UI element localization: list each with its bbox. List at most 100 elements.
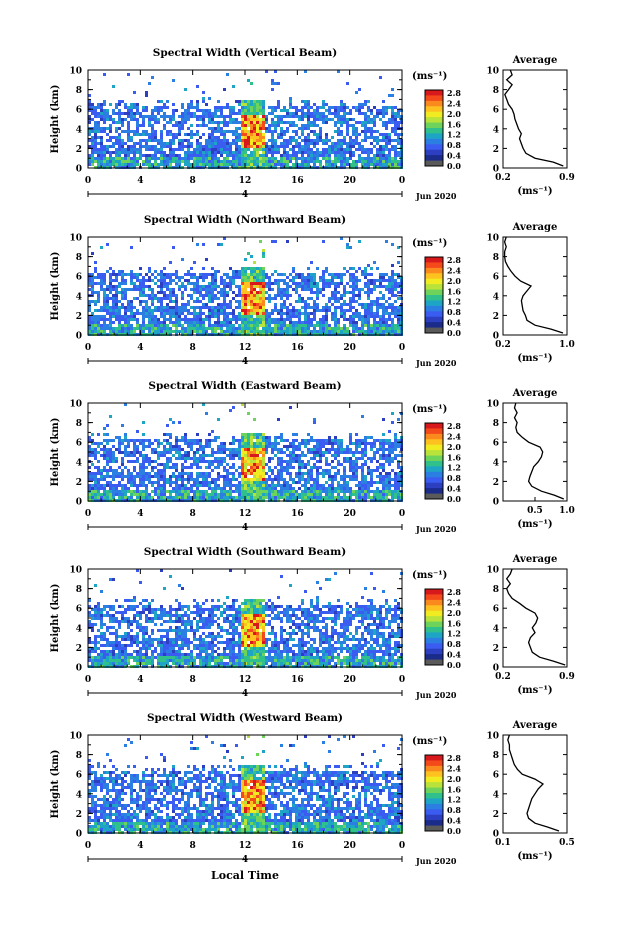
heatmap-cell — [208, 157, 211, 160]
heatmap-cell — [325, 481, 328, 484]
heatmap-cell — [328, 163, 331, 166]
heatmap-cell — [208, 139, 211, 142]
heatmap-cell — [229, 300, 232, 303]
heatmap-cell — [151, 451, 154, 454]
heatmap-cell — [118, 127, 121, 130]
heatmap-cell — [163, 469, 166, 472]
heatmap-cell — [328, 282, 331, 285]
heatmap-cell — [325, 160, 328, 163]
heatmap-cell — [250, 273, 253, 276]
heatmap-cell — [241, 297, 244, 300]
heatmap-cell — [184, 154, 187, 157]
heatmap-cell — [382, 160, 385, 163]
heatmap-cell — [364, 448, 367, 451]
heatmap-cell — [91, 160, 94, 163]
heatmap-cell — [271, 133, 274, 136]
heatmap-cell — [361, 112, 364, 115]
heatmap-cell — [349, 321, 352, 324]
heatmap-cell — [301, 478, 304, 481]
heatmap-cell — [118, 139, 121, 142]
heatmap-cell — [133, 142, 136, 145]
heatmap-cell — [331, 112, 334, 115]
heatmap-cell — [97, 309, 100, 312]
y-tick-label: 8 — [76, 253, 82, 263]
heatmap-cell — [376, 475, 379, 478]
heatmap-cell — [142, 327, 145, 330]
heatmap-cell — [100, 484, 103, 487]
heatmap-cell — [115, 160, 118, 163]
heatmap-cell — [274, 157, 277, 160]
heatmap-cell — [175, 315, 178, 318]
heatmap-cell — [391, 121, 394, 124]
heatmap-cell — [121, 327, 124, 330]
heatmap-cell — [259, 118, 262, 121]
heatmap-cell — [253, 157, 256, 160]
heatmap-cell — [256, 460, 259, 463]
heatmap-cell — [394, 145, 397, 148]
heatmap-cell — [343, 163, 346, 166]
heatmap-cell — [229, 148, 232, 151]
heatmap-cell — [385, 285, 388, 288]
heatmap-cell — [259, 318, 262, 321]
heatmap-cell — [142, 460, 145, 463]
heatmap-cell — [244, 318, 247, 321]
heatmap-cell — [160, 276, 163, 279]
heatmap-cell — [343, 112, 346, 115]
profile-y-tick-label: 10 — [486, 234, 499, 244]
heatmap-cell — [217, 309, 220, 312]
heatmap-cell — [259, 478, 262, 481]
heatmap-cell — [313, 112, 316, 115]
heatmap-cell — [223, 273, 226, 276]
heatmap-cell — [364, 136, 367, 139]
heatmap-cell — [322, 118, 325, 121]
heatmap-cell — [205, 294, 208, 297]
heatmap-cell — [316, 439, 319, 442]
heatmap-cell — [271, 79, 274, 82]
heatmap-cell — [394, 481, 397, 484]
heatmap-cell — [256, 115, 259, 118]
heatmap-cell — [97, 318, 100, 321]
heatmap-cell — [232, 318, 235, 321]
heatmap-cell — [262, 466, 265, 469]
heatmap-cell — [349, 478, 352, 481]
heatmap-cell — [397, 439, 400, 442]
heatmap-cell — [175, 442, 178, 445]
heatmap-cell — [316, 285, 319, 288]
heatmap-cell — [238, 109, 241, 112]
heatmap-cell — [208, 475, 211, 478]
heatmap-cell — [160, 442, 163, 445]
heatmap-cell — [148, 279, 151, 282]
heatmap-cell — [109, 279, 112, 282]
heatmap-cell — [169, 448, 172, 451]
heatmap-cell — [115, 330, 118, 333]
heatmap-cell — [340, 294, 343, 297]
heatmap-cell — [331, 142, 334, 145]
heatmap-cell — [241, 270, 244, 273]
heatmap-cell — [190, 330, 193, 333]
heatmap-cell — [376, 460, 379, 463]
profile-y-tick-label: 2 — [493, 145, 499, 155]
heatmap-cell — [229, 130, 232, 133]
heatmap-cell — [250, 139, 253, 142]
heatmap-cell — [169, 160, 172, 163]
heatmap-cell — [301, 112, 304, 115]
heatmap-cell — [265, 127, 268, 130]
heatmap-cell — [217, 306, 220, 309]
heatmap-cell — [325, 303, 328, 306]
heatmap-cell — [130, 160, 133, 163]
heatmap-cell — [391, 445, 394, 448]
heatmap-cell — [343, 318, 346, 321]
heatmap-cell — [190, 273, 193, 276]
heatmap-cell — [205, 475, 208, 478]
heatmap-cell — [208, 484, 211, 487]
heatmap-cell — [181, 294, 184, 297]
heatmap-cell — [211, 463, 214, 466]
heatmap-cell — [355, 460, 358, 463]
heatmap-cell — [352, 321, 355, 324]
heatmap-cell — [256, 300, 259, 303]
heatmap-cell — [157, 445, 160, 448]
heatmap-cell — [163, 294, 166, 297]
heatmap-cell — [211, 288, 214, 291]
heatmap-cell — [253, 106, 256, 109]
heatmap-cell — [298, 109, 301, 112]
